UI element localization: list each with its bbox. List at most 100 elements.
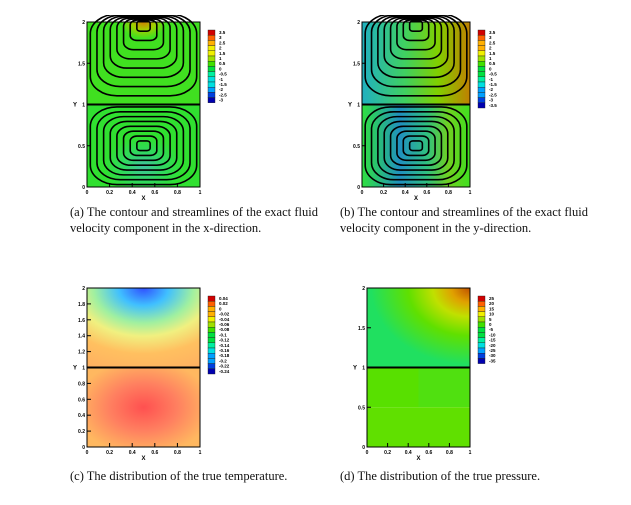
figure-b: 0 0.2 0.4 0.6 0.8 1 0 0.5 1 1.5 2 X Y 3.5 3 2.5 2 1.5 1 0.5… bbox=[335, 13, 535, 204]
contour-cell bbox=[418, 367, 470, 408]
x-tick-label: 0.4 bbox=[129, 450, 136, 456]
y-tick-label: 0 bbox=[82, 185, 85, 191]
x-tick-label: 0.2 bbox=[106, 450, 113, 456]
colorbar-label: -30 bbox=[489, 353, 496, 358]
colorbar-swatch bbox=[477, 50, 486, 57]
caption-d: (d) The distribution of the true pressur… bbox=[340, 469, 541, 483]
colorbar-label: 1.5 bbox=[489, 51, 496, 56]
streamline bbox=[96, 14, 191, 88]
streamline bbox=[96, 110, 191, 181]
streamline bbox=[136, 20, 151, 33]
colorbar-swatch bbox=[207, 76, 216, 83]
colorbar-label: 10 bbox=[489, 312, 495, 317]
streamline bbox=[136, 140, 151, 152]
streamline bbox=[102, 115, 185, 176]
colorbar-swatch bbox=[477, 321, 486, 328]
colorbar-label: -25 bbox=[489, 348, 496, 353]
streamline bbox=[109, 16, 178, 69]
x-tick-label: 0.6 bbox=[151, 450, 158, 456]
colorbar-label: -0.08 bbox=[219, 327, 230, 332]
x-tick-label: 0.8 bbox=[174, 190, 181, 196]
y-tick-label: 0.5 bbox=[353, 144, 360, 150]
colorbar-swatch bbox=[477, 102, 486, 109]
colorbar-label: 3.5 bbox=[489, 30, 496, 35]
colorbar-swatch bbox=[207, 97, 216, 103]
streamline bbox=[408, 140, 424, 152]
colorbar-label: -2 bbox=[219, 87, 223, 92]
colorbar-label: -3 bbox=[219, 98, 223, 103]
y-tick-label: 1.4 bbox=[78, 334, 85, 340]
y-tick-label: 2 bbox=[82, 286, 85, 292]
colorbar-swatch bbox=[477, 337, 486, 343]
colorbar-swatch bbox=[477, 35, 486, 41]
contour-top bbox=[87, 22, 200, 105]
colorbar-label: 0.5 bbox=[489, 61, 496, 66]
y-tick-label: 2 bbox=[82, 20, 85, 26]
y-tick-label: 0.8 bbox=[78, 381, 85, 387]
y-tick-label: 1.5 bbox=[353, 61, 360, 67]
streamline bbox=[383, 120, 449, 171]
streamline bbox=[370, 14, 462, 88]
colorbar-swatch bbox=[477, 29, 486, 36]
y-tick-label: 1.6 bbox=[78, 318, 85, 324]
y-tick-label: 0.2 bbox=[78, 429, 85, 435]
x-tick-label: 1 bbox=[199, 190, 202, 196]
colorbar-label: -0.02 bbox=[219, 312, 230, 317]
x-tick-label: 1 bbox=[469, 190, 472, 196]
colorbar-label: -10 bbox=[489, 332, 496, 337]
colorbar-label: -2.5 bbox=[219, 92, 227, 97]
x-tick-label: 0.6 bbox=[423, 190, 430, 196]
x-tick-label: 0.2 bbox=[384, 450, 391, 456]
colorbar-label: -0.16 bbox=[219, 348, 230, 353]
y-axis-label: Y bbox=[73, 366, 77, 372]
x-tick-label: 0.8 bbox=[446, 450, 453, 456]
colorbar-label: -0.04 bbox=[219, 317, 230, 322]
contour-cell bbox=[367, 407, 470, 447]
colorbar-label: -1 bbox=[489, 77, 493, 82]
colorbar-label: -1.5 bbox=[219, 82, 227, 87]
colorbar-swatch bbox=[207, 358, 216, 364]
caption-c: (c) The distribution of the true tempera… bbox=[70, 469, 288, 483]
colorbar-label: 20 bbox=[489, 301, 495, 306]
streamline bbox=[408, 20, 424, 33]
colorbar-swatch bbox=[477, 97, 486, 103]
streamline bbox=[402, 135, 430, 157]
colorbar-swatch bbox=[477, 295, 486, 302]
y-axis-label: Y bbox=[353, 366, 357, 372]
streamline bbox=[116, 125, 171, 166]
streamline bbox=[377, 115, 455, 176]
y-tick-label: 2 bbox=[357, 20, 360, 26]
colorbar-label: -1 bbox=[219, 77, 223, 82]
colorbar-label: 0.02 bbox=[219, 301, 228, 306]
colorbar-swatch bbox=[207, 40, 216, 46]
colorbar-label: -0.18 bbox=[219, 353, 230, 358]
colorbar-swatch bbox=[207, 50, 216, 57]
colorbar-swatch bbox=[207, 363, 216, 369]
figure-d: 0 0.2 0.4 0.6 0.8 1 0 0.5 1 1.5 2 X Y 25 20 15 10 5 0 -5 -10… bbox=[340, 281, 540, 465]
colorbar-label: 0 bbox=[489, 66, 492, 71]
colorbar-swatch bbox=[207, 327, 216, 333]
contour-top bbox=[362, 22, 470, 105]
colorbar-swatch bbox=[207, 306, 216, 312]
y-tick-label: 1.2 bbox=[78, 350, 85, 356]
streamline bbox=[402, 19, 430, 42]
y-tick-label: 1.5 bbox=[358, 326, 365, 332]
colorbar-swatch bbox=[477, 61, 486, 67]
colorbar-label: 0 bbox=[219, 66, 222, 71]
colorbar-swatch bbox=[207, 45, 216, 52]
streamline bbox=[364, 13, 468, 97]
streamline bbox=[129, 19, 158, 42]
colorbar-swatch bbox=[207, 61, 216, 67]
colorbar-label: 1 bbox=[219, 56, 222, 61]
colorbar-label: -0.5 bbox=[219, 72, 227, 77]
streamline bbox=[396, 130, 436, 162]
colorbar-swatch bbox=[207, 295, 216, 302]
streamline bbox=[116, 17, 171, 60]
colorbar-swatch bbox=[477, 71, 486, 77]
colorbar-label: -0.1 bbox=[219, 332, 227, 337]
y-tick-label: 0 bbox=[362, 445, 365, 451]
colorbar-swatch bbox=[207, 66, 216, 72]
colorbar-swatch bbox=[207, 352, 216, 359]
colorbar-swatch bbox=[477, 327, 486, 333]
x-tick-label: 0.4 bbox=[129, 190, 136, 196]
